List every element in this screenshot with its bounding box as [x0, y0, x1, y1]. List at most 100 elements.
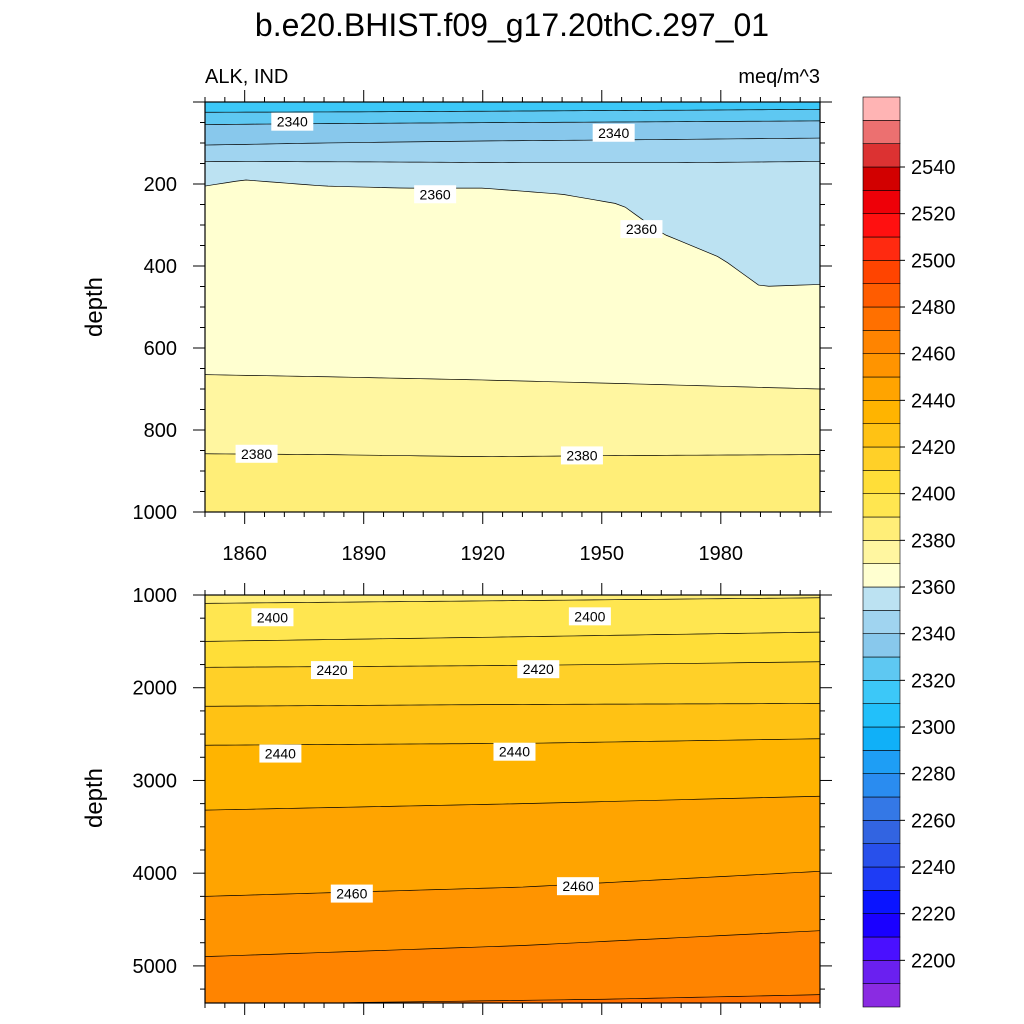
contour-label-text: 2340 — [277, 114, 308, 130]
colorbar-swatch — [862, 633, 901, 658]
colorbar-swatch — [862, 563, 901, 588]
chart-title: b.e20.BHIST.f09_g17.20thC.297_01 — [255, 7, 769, 43]
colorbar-tick-label: 2460 — [911, 344, 956, 366]
lower-band — [205, 994, 820, 1003]
contour-label-text: 2420 — [523, 661, 554, 677]
colorbar-swatch — [862, 330, 901, 354]
colorbar-swatch — [862, 890, 901, 914]
colorbar-tick-label: 2480 — [911, 297, 956, 319]
lower-band — [205, 661, 820, 707]
colorbar-swatch — [862, 680, 901, 704]
colorbar-swatch — [862, 773, 901, 798]
upper-contour-label: 2340 — [592, 123, 635, 142]
lower-contour-line — [205, 703, 820, 707]
lower-y-axis-label: depth — [81, 768, 108, 828]
upper-band — [205, 453, 820, 512]
contour-label-text: 2360 — [626, 221, 657, 237]
colorbar-swatch — [862, 143, 901, 168]
y-tick-label: 400 — [144, 256, 177, 278]
colorbar-swatch — [862, 796, 901, 821]
lower-contour-line — [205, 870, 820, 897]
colorbar-swatch — [862, 586, 901, 611]
lower-contour-line — [205, 930, 820, 957]
upper-band — [205, 180, 820, 389]
colorbar-swatch — [862, 213, 901, 238]
y-tick-label: 5000 — [133, 956, 178, 978]
colorbar-swatch — [862, 260, 901, 284]
upper-band — [205, 161, 820, 287]
y-tick-label: 600 — [144, 338, 177, 360]
colorbar-swatch — [862, 306, 901, 331]
colorbar-swatch — [862, 936, 901, 961]
colorbar-tick-label: 2340 — [911, 624, 956, 646]
lower-band — [205, 703, 820, 746]
x-tick-label: 1860 — [222, 543, 267, 565]
colorbar-tick-label: 2240 — [911, 857, 956, 879]
colorbar-swatch — [862, 820, 901, 844]
y-tick-label: 1000 — [133, 585, 178, 607]
lower-plot-area — [205, 595, 820, 1003]
y-tick-label: 4000 — [133, 863, 178, 885]
colorbar-swatch — [862, 656, 901, 681]
lower-contour-line — [205, 597, 820, 604]
colorbar-swatch — [862, 610, 901, 634]
colorbar-tick-label: 2520 — [911, 204, 956, 226]
colorbar-swatch — [862, 516, 901, 541]
lower-contour-label: 2400 — [251, 608, 294, 627]
upper-contour-label: 2380 — [235, 444, 278, 463]
colorbar-swatch — [862, 400, 901, 424]
lower-contour-label: 2460 — [330, 884, 373, 903]
contour-label-text: 2360 — [420, 186, 451, 202]
colorbar-tick-label: 2320 — [911, 670, 956, 692]
contour-label-text: 2440 — [265, 746, 296, 762]
lower-band — [205, 632, 820, 668]
colorbar-tick-label: 2540 — [911, 157, 956, 179]
colorbar-swatch — [862, 843, 901, 868]
variable-label: ALK, IND — [205, 66, 288, 88]
units-label: meq/m^3 — [738, 66, 820, 88]
lower-contour-line — [205, 795, 820, 811]
upper-contour-line — [205, 161, 820, 164]
colorbar-swatch — [862, 470, 901, 494]
lower-contour-label: 2420 — [310, 661, 353, 680]
lower-band — [205, 796, 820, 897]
lower-band — [205, 738, 820, 811]
y-tick-label: 200 — [144, 174, 177, 196]
colorbar-swatch — [862, 750, 901, 774]
colorbar-swatch — [862, 913, 901, 938]
colorbar-tick-label: 2220 — [911, 904, 956, 926]
upper-contour-line — [205, 374, 820, 390]
colorbar-swatch — [862, 703, 901, 728]
colorbar-swatch — [862, 423, 901, 448]
colorbar-swatch — [862, 166, 901, 191]
colorbar-tick-label: 2420 — [911, 437, 956, 459]
lower-contour-line — [205, 661, 820, 668]
colorbar-swatch — [862, 983, 901, 1008]
upper-contour-label: 2360 — [414, 185, 457, 204]
upper-contour-label: 2360 — [620, 220, 663, 239]
colorbar-tick-label: 2400 — [911, 484, 956, 506]
upper-contour-label: 2340 — [271, 112, 314, 131]
lower-band — [205, 930, 820, 1003]
colorbar-swatch — [862, 96, 901, 121]
lower-contour-line — [205, 631, 820, 642]
y-tick-label: 3000 — [133, 770, 178, 792]
upper-contour-label: 2380 — [560, 446, 603, 465]
colorbar-swatch — [862, 190, 901, 214]
colorbar-swatch — [862, 376, 901, 401]
colorbar-tick-label: 2500 — [911, 250, 956, 272]
contour-label-text: 2400 — [257, 609, 288, 625]
y-tick-label: 2000 — [133, 678, 178, 700]
colorbar-tick-label: 2440 — [911, 390, 956, 412]
upper-plot-area — [205, 102, 820, 512]
lower-frame — [204, 594, 821, 1004]
colorbar-swatch — [862, 726, 901, 751]
lower-contour-label: 2440 — [259, 744, 302, 763]
lower-contour-label: 2420 — [517, 660, 560, 679]
contour-label-text: 2400 — [574, 608, 605, 624]
contour-label-text: 2380 — [566, 447, 597, 463]
contour-label-text: 2380 — [241, 446, 272, 462]
colorbar-swatch — [862, 540, 901, 564]
colorbar-swatch — [862, 446, 901, 471]
